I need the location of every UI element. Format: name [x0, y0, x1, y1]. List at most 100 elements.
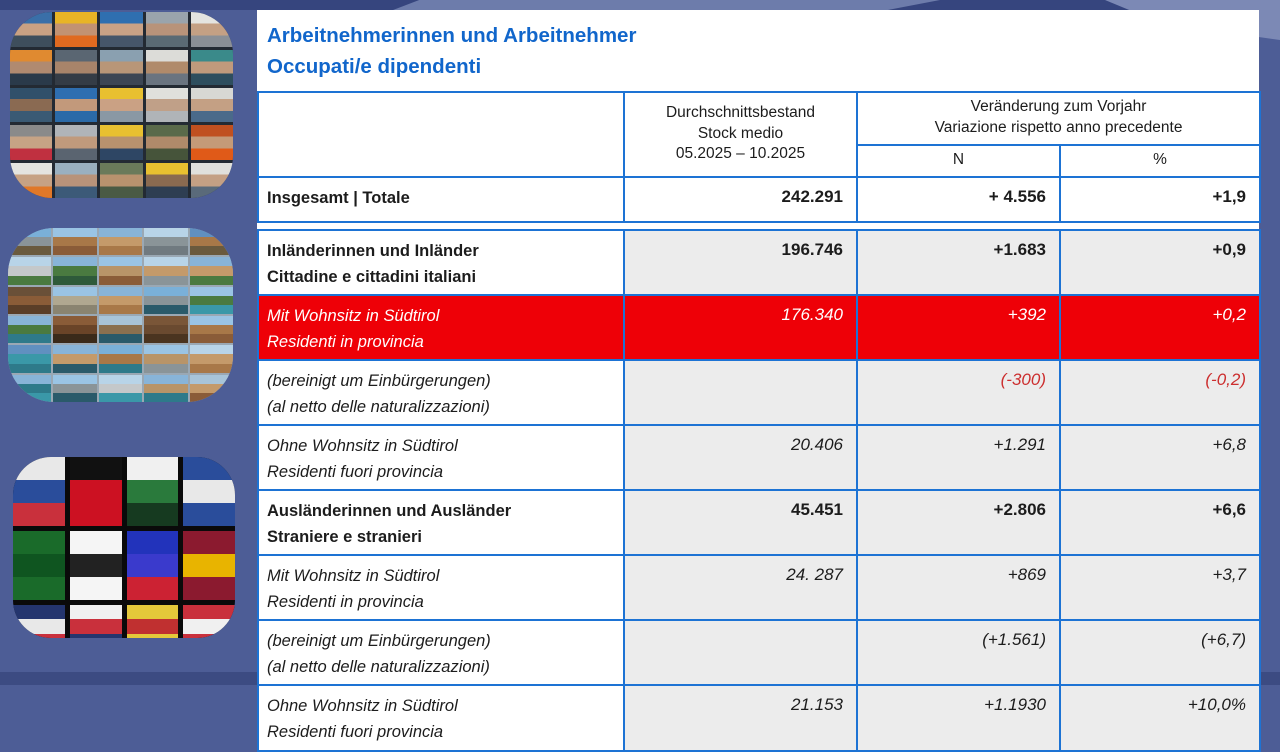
collage-cell — [53, 316, 97, 344]
collage-cell — [98, 228, 143, 256]
collage-cell — [145, 49, 188, 85]
label-german: (bereinigt um Einbürgerungen) — [267, 371, 491, 390]
cell-pct: +10,0% — [1059, 684, 1261, 752]
collage-cell — [98, 345, 143, 373]
collage-cell — [55, 49, 98, 85]
cell-label: (bereinigt um Einbürgerungen) (al netto … — [257, 619, 625, 687]
collage-cell — [13, 604, 65, 638]
label-italian: (al netto delle naturalizzazioni) — [267, 397, 490, 416]
collage-cell — [190, 87, 233, 123]
collage-cell — [189, 316, 233, 344]
collage-cell — [189, 257, 233, 285]
column-header-n: N — [856, 143, 1061, 178]
collage-cell — [189, 345, 233, 373]
table-row-auslaender: Ausländerinnen und Ausländer Straniere e… — [257, 488, 1261, 557]
collage-cell — [98, 257, 143, 285]
cell-pct: +6,6 — [1059, 488, 1261, 557]
collage-cell — [190, 12, 233, 47]
collage-cell — [126, 457, 179, 526]
cell-label: Ohne Wohnsitz in Südtirol Residenti fuor… — [257, 684, 625, 752]
column-header-stock-line2: Stock medio — [697, 124, 784, 142]
collage-cell — [8, 286, 52, 314]
cell-label: (bereinigt um Einbürgerungen) (al netto … — [257, 358, 625, 426]
column-header-empty — [257, 90, 625, 178]
table-row-naturalizations-note-1: (bereinigt um Einbürgerungen) (al netto … — [257, 358, 1261, 426]
collage-cell — [98, 316, 143, 344]
collage-cell — [55, 87, 98, 123]
cell-stock: 242.291 — [623, 175, 858, 223]
collage-cell — [69, 530, 122, 600]
collage-cell — [55, 12, 98, 47]
collage-cell — [145, 87, 188, 123]
collage-cell — [10, 12, 53, 47]
employees-table-body-section: Inländerinnen und Inländer Cittadine e c… — [257, 228, 1261, 752]
column-header-stock-line3: 05.2025 – 10.2025 — [675, 145, 806, 163]
collage-cell — [13, 530, 65, 600]
collage-cell — [69, 457, 122, 526]
cell-stock: 176.340 — [623, 293, 858, 361]
cell-n: +392 — [856, 293, 1061, 361]
label-italian: (al netto delle naturalizzazioni) — [267, 658, 490, 677]
table-row-naturalizations-note-2: (bereinigt um Einbürgerungen) (al netto … — [257, 619, 1261, 687]
label-italian: Cittadine e cittadini italiani — [267, 267, 477, 286]
collage-cell — [53, 286, 97, 314]
collage-cell — [189, 228, 233, 256]
collage-cell — [144, 286, 188, 314]
collage-cell — [13, 457, 65, 526]
collage-cell — [10, 49, 53, 85]
table-row-total: Insgesamt | Totale 242.291 + 4.556 +1,9 — [257, 175, 1262, 223]
collage-cell — [10, 125, 53, 161]
page-title-german: Arbeitnehmerinnen und Arbeitnehmer — [267, 24, 637, 47]
collage-cell — [53, 374, 97, 402]
collage-cell — [144, 228, 188, 256]
collage-cell — [145, 125, 188, 161]
collage-cell — [10, 87, 53, 123]
column-header-change: Veränderung zum Vorjahr Variazione rispe… — [855, 90, 1262, 146]
collage-cell — [100, 49, 143, 85]
cell-pct: (+6,7) — [1059, 619, 1261, 687]
collage-cell — [100, 163, 143, 198]
collage-cell — [183, 530, 235, 600]
cell-n: (+1.561) — [856, 619, 1061, 687]
collage-cell — [53, 345, 97, 373]
collage-cell — [144, 316, 188, 344]
employees-table-header-section: Durchschnittsbestand Stock medio 05.2025… — [257, 90, 1262, 223]
label-german: Mit Wohnsitz in Südtirol — [267, 306, 440, 325]
workers-collage-image — [10, 12, 233, 198]
label-italian: Residenti fuori provincia — [267, 723, 444, 742]
cell-stock: 196.746 — [623, 228, 858, 296]
label-german: Ausländerinnen und Ausländer — [267, 502, 512, 520]
collage-cell — [183, 457, 235, 526]
table-row-nonresidents-italians: Ohne Wohnsitz in Südtirol Residenti fuor… — [257, 423, 1261, 492]
label-german: Inländerinnen und Inländer — [267, 241, 479, 260]
page-title-block: Arbeitnehmerinnen und Arbeitnehmer Occup… — [257, 10, 1259, 91]
collage-cell — [98, 286, 143, 314]
collage-cell — [144, 374, 188, 402]
column-header-change-line2: Variazione rispetto anno precedente — [934, 119, 1183, 136]
collage-cell — [53, 228, 97, 256]
collage-cell — [145, 12, 188, 47]
label-german: Mit Wohnsitz in Südtirol — [267, 567, 440, 586]
cell-label: Inländerinnen und Inländer Cittadine e c… — [257, 228, 625, 296]
collage-cell — [183, 604, 235, 638]
flags-collage-image — [13, 457, 235, 638]
label-german: (bereinigt um Einbürgerungen) — [267, 632, 491, 651]
cell-pct: +1,9 — [1058, 175, 1262, 223]
cell-n: +2.806 — [856, 488, 1061, 557]
section-gap — [257, 222, 1259, 229]
places-collage-image — [8, 228, 233, 402]
label-italian: Straniere e stranieri — [267, 528, 422, 547]
cell-pct: +0,2 — [1059, 293, 1261, 361]
collage-cell — [8, 257, 52, 285]
label-german: Ohne Wohnsitz in Südtirol — [267, 697, 458, 716]
collage-cell — [190, 49, 233, 85]
cell-n: + 4.556 — [856, 175, 1061, 223]
cell-pct: +0,9 — [1059, 228, 1261, 296]
cell-pct: +6,8 — [1059, 423, 1261, 492]
collage-cell — [8, 316, 52, 344]
collage-cell — [8, 345, 52, 373]
cell-label: Mit Wohnsitz in Südtirol Residenti in pr… — [257, 554, 625, 622]
collage-cell — [144, 345, 188, 373]
collage-cell — [100, 125, 143, 161]
column-header-pct: % — [1058, 143, 1262, 178]
